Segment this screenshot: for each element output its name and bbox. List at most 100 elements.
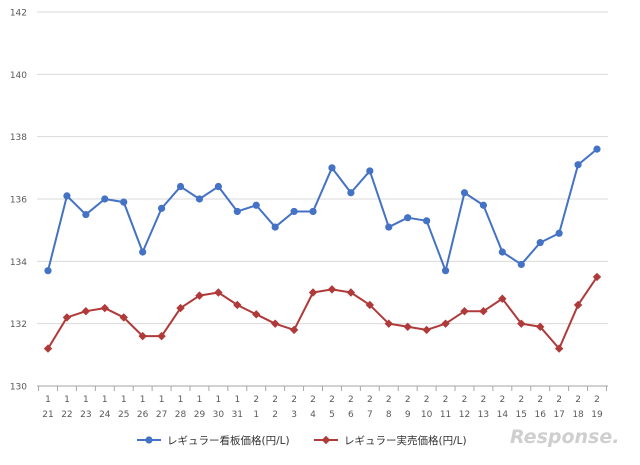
data-point [441,267,450,275]
data-point [100,303,109,313]
x-tick-label-month: 2 [367,395,373,405]
x-tick-label-day: 9 [405,410,411,420]
legend-entry: レギュラー実売価格(円/L) [314,434,467,447]
x-tick-label-day: 8 [386,410,392,420]
data-point [120,198,128,206]
data-point [366,167,374,175]
data-point [555,229,563,237]
data-point [233,300,242,310]
x-tick-label-day: 13 [478,410,489,420]
response-logo-text: Response. [510,426,619,448]
data-point [63,192,71,200]
legend-label: レギュラー実売価格(円/L) [344,434,467,447]
data-point [214,288,223,297]
x-tick-label-day: 30 [213,410,225,420]
legend-swatch-marker [321,435,331,445]
x-tick-label-month: 1 [178,395,184,405]
data-point [289,325,299,335]
data-point [554,344,564,353]
x-tick-label-month: 2 [272,395,278,405]
x-tick-label-day: 4 [310,410,316,420]
x-tick-label-day: 21 [42,410,53,420]
x-tick-label-month: 1 [216,395,222,405]
data-point [176,303,185,313]
y-tick-label: 132 [10,320,27,330]
x-tick-label-month: 1 [64,395,70,405]
x-tick-label-month: 1 [102,395,108,405]
data-point [328,164,336,172]
x-tick-label-month: 2 [386,395,392,405]
data-point [252,310,261,319]
x-tick-label-day: 15 [516,410,527,420]
data-point [176,182,185,191]
series-lines [43,145,602,353]
y-tick-label: 134 [10,258,27,268]
x-axis [37,385,608,391]
x-tick-label-day: 22 [61,410,72,420]
x-tick-label-day: 24 [99,410,111,420]
data-point [62,313,72,322]
data-point [101,195,109,203]
x-tick-label-day: 17 [553,410,564,420]
data-point [593,145,601,153]
data-point [233,207,241,216]
x-tick-label-day: 11 [440,410,451,420]
x-tick-label-day: 1 [253,410,259,420]
data-point [573,300,583,310]
data-point [346,288,356,297]
data-point [422,325,431,335]
y-tick-label: 140 [10,71,27,81]
data-point [441,319,450,328]
x-tick-label-month: 1 [197,395,203,405]
series-line [47,148,598,272]
x-tick-label-month: 2 [499,395,505,405]
x-tick-label-day: 5 [329,410,335,420]
x-tick-label-month: 2 [462,395,468,405]
x-axis-tick-labels: 1211221231241251261271281291301312122232… [42,395,603,420]
x-tick-label-day: 6 [348,410,354,420]
data-point [498,294,507,303]
data-point [119,313,128,322]
data-point [460,307,469,316]
legend-entry: レギュラー看板価格(円/L) [137,434,290,447]
data-point [82,210,90,219]
x-tick-label-day: 7 [367,410,373,420]
data-point [517,319,526,328]
data-point [252,201,260,209]
data-point [592,272,602,282]
x-tick-label-day: 29 [194,410,206,420]
x-tick-label-month: 2 [348,395,354,405]
data-point [270,319,280,328]
data-point [536,239,544,247]
data-point [309,207,317,216]
x-tick-label-month: 1 [140,395,146,405]
x-tick-label-month: 2 [329,395,335,405]
data-point [308,288,318,297]
x-tick-label-day: 31 [232,410,243,420]
series-2 [43,272,602,353]
x-tick-label-day: 23 [80,410,91,420]
legend-swatch-marker [145,436,153,444]
x-tick-label-month: 2 [537,395,543,405]
data-point [195,291,204,300]
data-point [43,344,53,353]
data-point [138,331,147,341]
data-point [271,223,279,231]
data-point [479,307,488,316]
x-tick-label-day: 10 [421,410,433,420]
data-point [139,248,147,256]
x-tick-label-month: 1 [45,395,51,405]
data-point [517,260,525,269]
x-tick-label-day: 14 [497,410,509,420]
x-tick-label-month: 2 [253,395,259,405]
data-point [403,322,412,331]
series-1 [44,145,601,275]
series-line [47,276,598,350]
data-point [44,267,52,275]
data-point [498,248,506,256]
x-tick-label-day: 26 [137,410,149,420]
y-axis-tick-labels: 130 132 134 136 138 140 142 [10,9,27,393]
x-tick-label-month: 2 [443,395,449,405]
